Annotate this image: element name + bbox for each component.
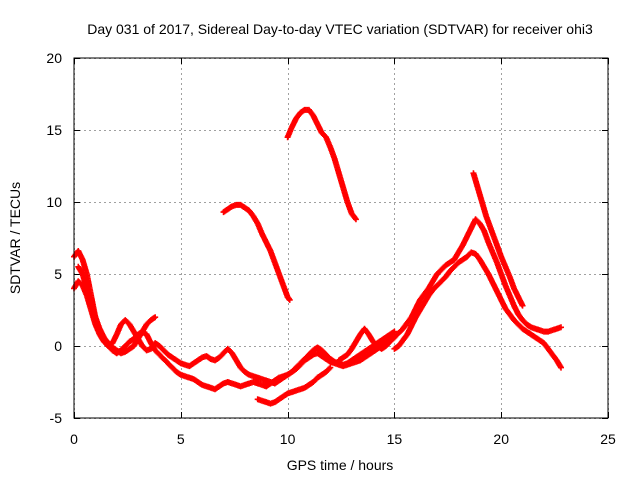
x-tick-label: 5: [177, 431, 185, 447]
data-point: [326, 365, 333, 372]
series-sat-H: [391, 249, 565, 371]
y-tick-label: 0: [54, 338, 62, 354]
series-sat-G: [335, 216, 565, 364]
data-point: [519, 302, 526, 309]
x-tick-label: 0: [70, 431, 78, 447]
y-tick-label: 10: [46, 194, 62, 210]
x-tick-label: 25: [600, 431, 616, 447]
series-sat-B: [71, 278, 398, 387]
x-tick-label: 10: [280, 431, 296, 447]
series-sat-E: [284, 106, 359, 223]
series-sat-C: [75, 263, 159, 357]
chart-title: Day 031 of 2017, Sidereal Day-to-day VTE…: [87, 21, 593, 37]
y-tick-label: -5: [50, 410, 63, 426]
data-point: [391, 328, 398, 335]
y-tick-label: 15: [46, 122, 62, 138]
x-tick-label: 15: [387, 431, 403, 447]
series-sat-I: [470, 170, 526, 309]
data-point: [286, 296, 293, 303]
y-axis-label: SDTVAR / TECUs: [7, 182, 23, 294]
x-tick-label: 20: [493, 431, 509, 447]
plot-frame: [73, 57, 609, 419]
y-tick-label: 20: [46, 50, 62, 66]
data-points: [71, 106, 565, 407]
series-sat-F: [254, 364, 334, 407]
x-axis-label: GPS time / hours: [287, 457, 394, 473]
series-sat-D: [220, 201, 293, 303]
data-point: [558, 364, 565, 371]
axis-ticks: 0 5 10 15 20 25 -5 0 5 10 15 20: [46, 50, 616, 447]
data-point: [558, 324, 565, 331]
data-point: [352, 215, 359, 222]
data-point: [352, 216, 359, 223]
data-point: [152, 314, 159, 321]
y-tick-label: 5: [54, 266, 62, 282]
data-point: [327, 364, 334, 371]
